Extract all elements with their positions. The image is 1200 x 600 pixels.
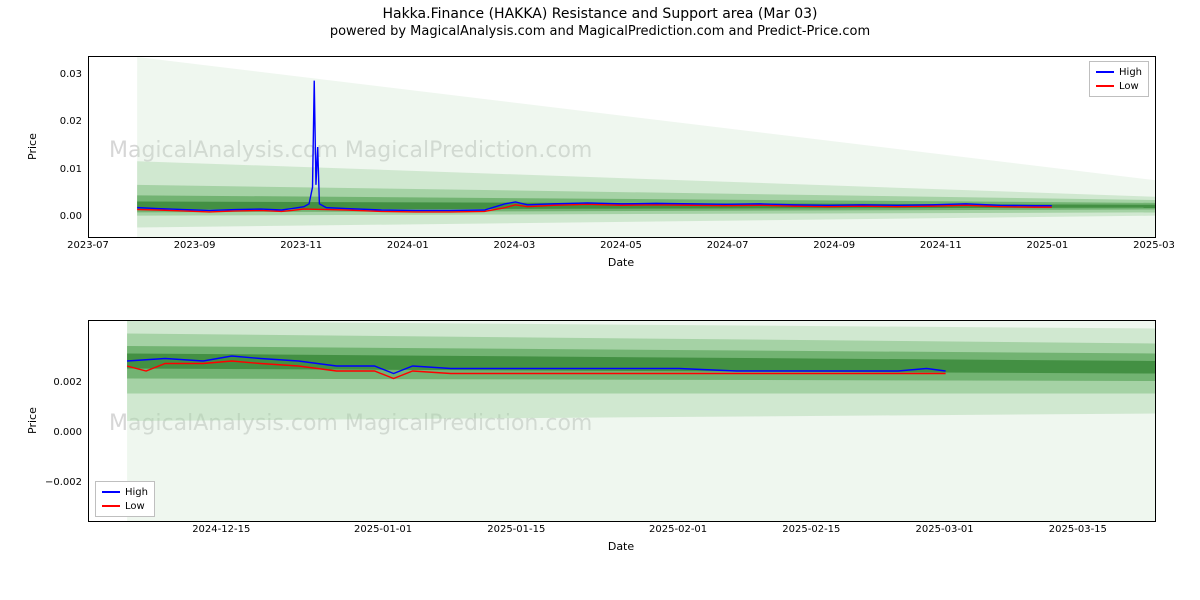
chart-panel-bottom: MagicalAnalysis.com MagicalPrediction.co…	[88, 320, 1156, 522]
legend-label-high: High	[1119, 67, 1142, 78]
legend-row-low: Low	[102, 499, 148, 513]
legend-label-high: High	[125, 487, 148, 498]
legend-swatch-high	[102, 491, 120, 493]
legend-label-low: Low	[1119, 81, 1139, 92]
legend-top: High Low	[1089, 61, 1149, 97]
legend-row-low: Low	[1096, 79, 1142, 93]
legend-swatch-low	[102, 505, 120, 507]
x-axis-label-top: Date	[88, 256, 1154, 269]
x-axis-label-bottom: Date	[88, 540, 1154, 553]
chart-panel-top: MagicalAnalysis.com MagicalPrediction.co…	[88, 56, 1156, 238]
legend-row-high: High	[102, 485, 148, 499]
legend-swatch-low	[1096, 85, 1114, 87]
chart-subtitle: powered by MagicalAnalysis.com and Magic…	[0, 22, 1200, 43]
figure-container: Hakka.Finance (HAKKA) Resistance and Sup…	[0, 0, 1200, 600]
legend-swatch-high	[1096, 71, 1114, 73]
legend-row-high: High	[1096, 65, 1142, 79]
chart-svg-top	[89, 57, 1155, 237]
chart-title: Hakka.Finance (HAKKA) Resistance and Sup…	[0, 0, 1200, 22]
legend-bottom: High Low	[95, 481, 155, 517]
chart-svg-bottom	[89, 321, 1155, 521]
legend-label-low: Low	[125, 501, 145, 512]
y-axis-label-top: Price	[26, 133, 39, 160]
